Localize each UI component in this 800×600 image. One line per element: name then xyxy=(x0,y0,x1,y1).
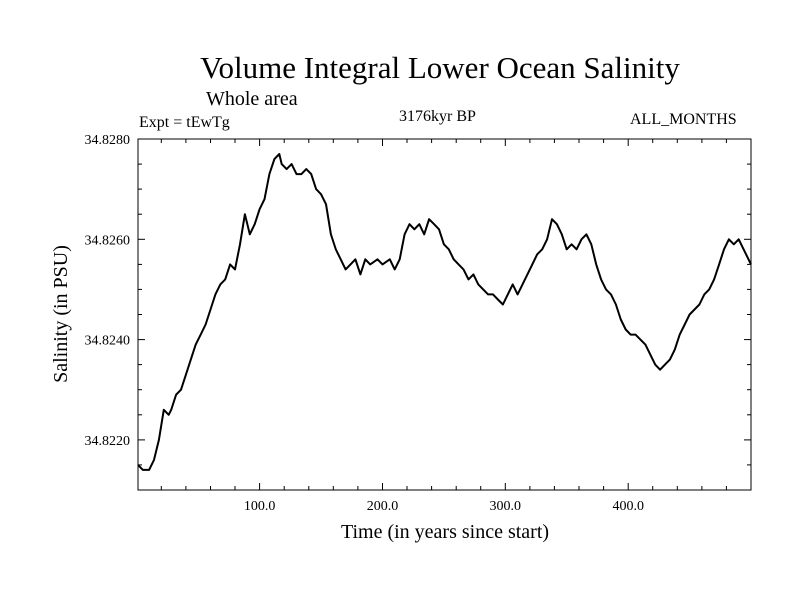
chart-subtitle: Whole area xyxy=(206,88,298,110)
experiment-label: Expt = tEwTg xyxy=(139,114,230,131)
tick-labels: 100.0 200.0 300.0 400.0 34.8220 34.8240 34.826… xyxy=(85,133,644,514)
x-tick-label: 400.0 xyxy=(612,499,644,514)
y-tick-label: 34.8280 xyxy=(85,133,131,148)
x-tick-label: 300.0 xyxy=(490,499,522,514)
y-tick-label: 34.8260 xyxy=(85,233,131,248)
y-tick-label: 34.8220 xyxy=(85,434,131,449)
salinity-series-line xyxy=(137,153,752,471)
plot-frame xyxy=(137,138,752,491)
x-tick-label: 200.0 xyxy=(367,499,399,514)
period-label: 3176kyr BP xyxy=(399,108,476,125)
y-tick-label: 34.8240 xyxy=(85,334,131,349)
axis-ticks xyxy=(138,138,751,491)
chart-title: Volume Integral Lower Ocean Salinity xyxy=(200,50,680,85)
x-axis-title: Time (in years since start) xyxy=(341,521,549,543)
x-tick-label: 100.0 xyxy=(244,499,276,514)
y-axis-title: Salinity (in PSU) xyxy=(50,245,72,383)
season-label: ALL_MONTHS xyxy=(630,111,737,128)
